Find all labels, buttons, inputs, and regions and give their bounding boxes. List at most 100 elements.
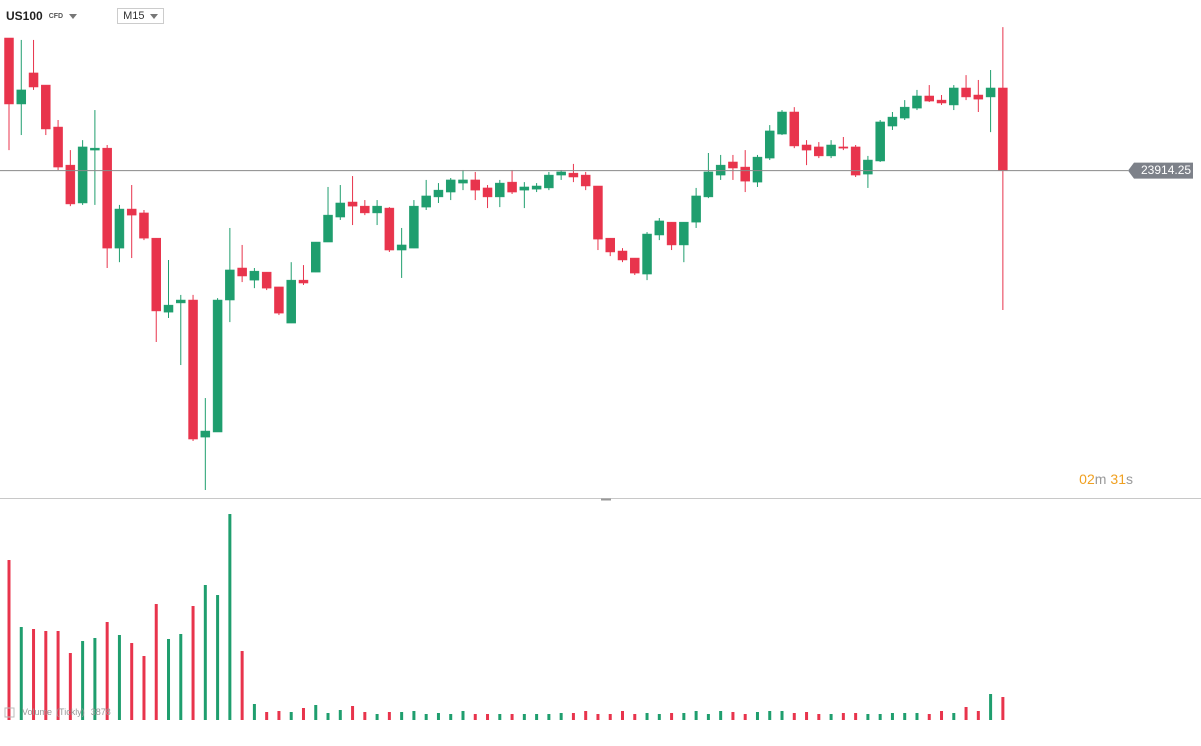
volume-bar <box>817 714 821 720</box>
volume-bar <box>596 714 600 720</box>
volume-bar <box>866 714 870 720</box>
volume-bar <box>117 634 121 720</box>
candle-body <box>102 147 112 249</box>
candle-body <box>495 182 505 198</box>
candle-body <box>200 430 211 438</box>
candle-body <box>323 214 333 243</box>
instrument-type: CFD <box>48 12 64 20</box>
volume-bar <box>510 714 514 720</box>
candle-body <box>556 171 566 176</box>
volume-bar <box>633 714 637 720</box>
candle-body <box>519 186 530 191</box>
timeframe-caret <box>149 13 158 19</box>
volume-bar <box>436 713 440 720</box>
volume-bar <box>915 713 919 720</box>
candle-body <box>801 144 812 151</box>
volume-bar <box>768 711 772 720</box>
volume-bar <box>694 711 698 720</box>
symbol-dropdown[interactable] <box>69 13 78 19</box>
candle-body <box>384 207 395 251</box>
candle-body <box>151 237 161 312</box>
countdown: 02m 31s <box>1079 471 1133 487</box>
candle-body <box>139 212 149 239</box>
volume-bar <box>326 713 330 720</box>
symbol: US100 <box>6 9 43 23</box>
volume-bar <box>167 638 171 720</box>
candle-body <box>789 111 800 147</box>
volume-bar <box>559 713 563 720</box>
volume-bar <box>657 714 661 720</box>
volume-bar <box>854 713 858 720</box>
candle-body <box>212 299 223 433</box>
countdown-minutes: 02 <box>1079 471 1095 487</box>
volume-bar <box>424 714 428 720</box>
candle-body <box>77 146 88 204</box>
last-price-label: 23914.25 <box>1141 163 1191 177</box>
volume-bar <box>473 714 477 720</box>
volume-bar <box>449 714 453 720</box>
candle-body <box>507 181 517 193</box>
volume-bar <box>375 714 379 720</box>
candle-body <box>311 241 321 273</box>
volume-bar <box>755 712 759 720</box>
countdown-seconds-unit: s <box>1126 471 1133 487</box>
volume-bar <box>154 604 158 720</box>
candle-body <box>924 95 934 102</box>
volume-bar <box>338 710 342 720</box>
candle-body <box>899 106 910 119</box>
volume-bar <box>940 711 944 720</box>
candle-body <box>445 179 456 193</box>
volume-bar <box>498 714 502 720</box>
volume-bar <box>252 704 256 720</box>
volume-bar <box>32 629 36 720</box>
candle-body <box>41 84 51 130</box>
candle-body <box>642 233 652 275</box>
volume-bar <box>829 714 833 720</box>
volume-bar <box>7 560 11 720</box>
candle-body <box>261 271 272 289</box>
volume-bar <box>645 713 649 720</box>
candle-body <box>850 146 861 176</box>
labels: 23914.25 <box>1128 162 1193 179</box>
candle-body <box>53 126 63 168</box>
volume-bar <box>387 712 391 720</box>
volume-bar <box>927 714 931 720</box>
candle-body <box>912 95 922 109</box>
candle-body <box>274 286 284 314</box>
candle-body <box>360 205 370 214</box>
candle-body <box>617 250 628 261</box>
candle-body <box>163 304 174 313</box>
volume-bar <box>400 712 404 720</box>
volume-legend-icon <box>4 707 15 718</box>
candle-body <box>176 299 186 304</box>
countdown-seconds: 31 <box>1110 471 1126 487</box>
volume-bar <box>989 694 993 720</box>
volume-bar <box>130 643 134 720</box>
candle-body <box>777 111 787 135</box>
volume-bar <box>203 585 207 720</box>
volume-bar <box>240 651 244 720</box>
volume-bar <box>964 707 968 720</box>
candle-body <box>225 269 235 301</box>
candle-body <box>936 99 947 104</box>
candle-body <box>65 164 76 205</box>
volume-bar <box>289 712 293 720</box>
volume-bar <box>105 622 109 720</box>
volume-bar <box>314 705 318 720</box>
candle-body <box>973 94 984 100</box>
candle-body <box>372 205 382 214</box>
candle-body <box>814 146 824 157</box>
volume-bar <box>486 714 490 720</box>
volume-bar <box>608 714 612 720</box>
candle-body <box>482 187 493 198</box>
candle-body <box>703 171 714 198</box>
volume-bar <box>228 514 232 720</box>
candle-body <box>985 87 996 98</box>
volume-bar <box>93 637 97 720</box>
volume-bar <box>44 630 48 720</box>
volume-bar <box>976 711 980 720</box>
volume-bar <box>682 713 686 720</box>
volume-legend-last: 3878 <box>91 707 111 717</box>
timeframe-select[interactable]: M15 <box>117 8 164 24</box>
